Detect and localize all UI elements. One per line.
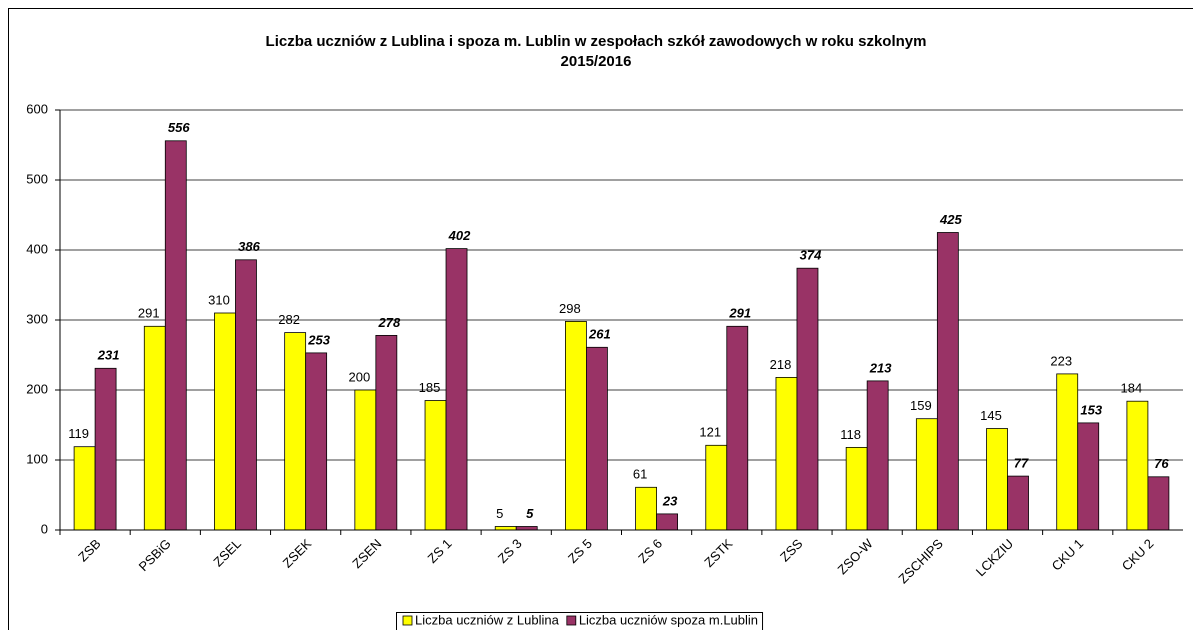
data-label: 5 [496, 506, 503, 521]
legend-swatch [402, 615, 413, 626]
data-label: 76 [1154, 456, 1169, 471]
x-tick-label: ZSS [777, 536, 806, 565]
bar [354, 389, 377, 531]
chart-frame [8, 8, 1193, 630]
data-label: 291 [138, 306, 160, 321]
x-tick-label: PSBiG [136, 536, 174, 574]
bar [845, 446, 868, 531]
bar [586, 346, 608, 531]
bar [164, 140, 187, 531]
bar [1077, 422, 1100, 531]
bar [445, 248, 468, 531]
data-label: 298 [559, 301, 581, 316]
bar [284, 332, 307, 531]
bar [143, 325, 166, 531]
x-tick-label: ZS 6 [635, 536, 665, 566]
x-tick-label: CKU 1 [1049, 536, 1087, 574]
bar [565, 320, 587, 531]
bar [986, 428, 1008, 531]
data-label: 153 [1080, 402, 1102, 417]
bar [1126, 400, 1149, 531]
data-label: 185 [419, 380, 441, 395]
data-label: 213 [869, 360, 892, 375]
chart-title: Liczba uczniów z Lublina i spoza m. Lubl… [266, 33, 927, 50]
bar [796, 267, 819, 531]
y-tick-label: 100 [26, 451, 48, 466]
legend-swatch [566, 615, 577, 626]
x-tick-label: ZSB [75, 536, 103, 564]
bar [375, 334, 398, 531]
bar [775, 376, 798, 531]
x-tick-label: ZSEN [349, 536, 384, 571]
data-label: 200 [348, 369, 370, 384]
bar [424, 400, 447, 531]
data-label: 23 [662, 493, 678, 508]
bar [94, 367, 117, 531]
bar [1007, 475, 1029, 531]
data-label: 184 [1121, 381, 1143, 396]
bar [866, 380, 889, 531]
x-tick-label: ZS 3 [495, 536, 525, 566]
data-label: 402 [448, 228, 471, 243]
data-label: 261 [588, 327, 611, 342]
bar [214, 312, 236, 531]
data-label: 374 [800, 248, 822, 263]
data-label: 119 [68, 426, 89, 441]
bar [73, 446, 96, 531]
bar [1056, 373, 1079, 531]
chart-title: 2015/2016 [561, 53, 632, 70]
bar [656, 513, 678, 531]
bar [936, 232, 959, 531]
x-tick-label: ZSEL [210, 536, 244, 570]
y-tick-label: 400 [26, 241, 48, 256]
x-tick-label: ZSEK [280, 536, 315, 571]
x-tick-label: ZSO-W [834, 535, 876, 577]
data-label: 291 [728, 306, 751, 321]
data-label: 223 [1050, 353, 1072, 368]
bar [1147, 476, 1170, 531]
data-label: 386 [238, 239, 260, 254]
data-label: 282 [278, 312, 300, 327]
x-tick-label: ZS 1 [425, 536, 455, 566]
data-label: 278 [377, 315, 400, 330]
data-label: 231 [97, 348, 120, 363]
data-label: 159 [910, 398, 932, 413]
bar [635, 486, 657, 531]
y-tick-label: 500 [26, 171, 48, 186]
legend: Liczba uczniów z Lublina Liczba uczniów s… [396, 612, 764, 630]
bar [915, 418, 938, 531]
data-label: 121 [699, 425, 721, 440]
data-label: 5 [526, 506, 534, 521]
data-label: 61 [633, 467, 647, 482]
data-label: 425 [939, 212, 962, 227]
data-label: 310 [208, 292, 230, 307]
bar [515, 526, 538, 531]
legend-box [396, 612, 764, 630]
x-tick-label: ZSCHIPS [895, 536, 946, 587]
bar [235, 259, 257, 531]
y-tick-label: 600 [26, 101, 48, 116]
data-label: 77 [1014, 456, 1029, 471]
data-label: 118 [840, 427, 861, 442]
data-label: 218 [770, 357, 792, 372]
bar [305, 352, 328, 531]
x-tick-label: CKU 2 [1119, 536, 1157, 574]
x-tick-label: ZSTK [701, 536, 735, 570]
data-label: 145 [980, 408, 1002, 423]
y-tick-label: 200 [26, 381, 48, 396]
bar [726, 325, 749, 531]
x-tick-label: LCKZIU [973, 536, 1016, 579]
y-tick-label: 0 [41, 521, 48, 536]
x-tick-label: ZS 5 [565, 536, 595, 566]
data-label: 253 [307, 332, 330, 347]
data-label: 556 [168, 120, 190, 135]
bar [705, 444, 728, 531]
legend-label: Liczba uczniów spoza m.Lublin [579, 612, 758, 627]
bar [494, 526, 517, 531]
legend-label: Liczba uczniów z Lublina [415, 612, 560, 627]
y-tick-label: 300 [26, 311, 48, 326]
